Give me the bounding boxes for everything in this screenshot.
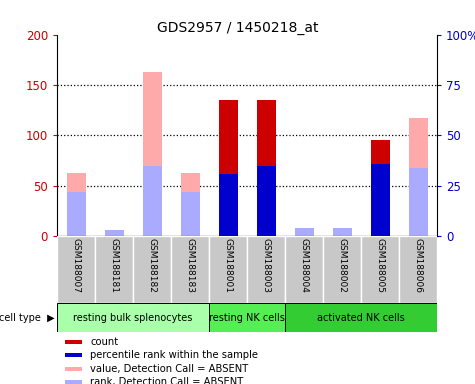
Bar [361, 236, 399, 303]
Text: resting bulk splenocytes: resting bulk splenocytes [73, 313, 193, 323]
Bar [66, 380, 82, 384]
Text: GSM188182: GSM188182 [148, 238, 156, 293]
Bar [180, 192, 200, 236]
Text: GSM188006: GSM188006 [414, 238, 422, 293]
Text: activated NK cells: activated NK cells [317, 313, 405, 323]
Text: GSM188005: GSM188005 [376, 238, 384, 293]
Bar [142, 166, 162, 236]
Bar [408, 118, 428, 236]
Bar [133, 236, 171, 303]
Bar [218, 174, 238, 236]
Text: GSM188181: GSM188181 [110, 238, 118, 293]
Bar [294, 228, 314, 236]
Bar [285, 236, 323, 303]
Text: GSM188003: GSM188003 [262, 238, 270, 293]
Text: GSM188001: GSM188001 [224, 238, 232, 293]
Text: GDS2957 / 1450218_at: GDS2957 / 1450218_at [157, 21, 318, 35]
Bar [142, 72, 162, 236]
Text: value, Detection Call = ABSENT: value, Detection Call = ABSENT [90, 364, 249, 374]
Text: percentile rank within the sample: percentile rank within the sample [90, 350, 258, 360]
Text: GSM188183: GSM188183 [186, 238, 194, 293]
Text: cell type  ▶: cell type ▶ [0, 313, 55, 323]
Bar [57, 303, 209, 332]
Bar [332, 228, 352, 236]
Bar [408, 168, 428, 236]
Bar [66, 353, 82, 357]
Bar [95, 236, 133, 303]
Bar [256, 166, 275, 236]
Bar [256, 100, 275, 236]
Bar [247, 236, 285, 303]
Bar [209, 303, 285, 332]
Bar [218, 100, 238, 236]
Bar [171, 236, 209, 303]
Bar [66, 192, 85, 236]
Text: GSM188004: GSM188004 [300, 238, 308, 293]
Bar [370, 164, 389, 236]
Text: rank, Detection Call = ABSENT: rank, Detection Call = ABSENT [90, 377, 244, 384]
Bar [66, 340, 82, 344]
Bar [323, 236, 361, 303]
Text: resting NK cells: resting NK cells [209, 313, 285, 323]
Bar [57, 236, 95, 303]
Bar [104, 230, 124, 236]
Text: GSM188002: GSM188002 [338, 238, 346, 293]
Bar [180, 173, 200, 236]
Bar [66, 367, 82, 371]
Text: count: count [90, 337, 119, 347]
Bar [285, 303, 437, 332]
Text: GSM188007: GSM188007 [72, 238, 80, 293]
Bar [399, 236, 437, 303]
Bar [209, 236, 247, 303]
Bar [66, 173, 85, 236]
Bar [370, 141, 389, 236]
